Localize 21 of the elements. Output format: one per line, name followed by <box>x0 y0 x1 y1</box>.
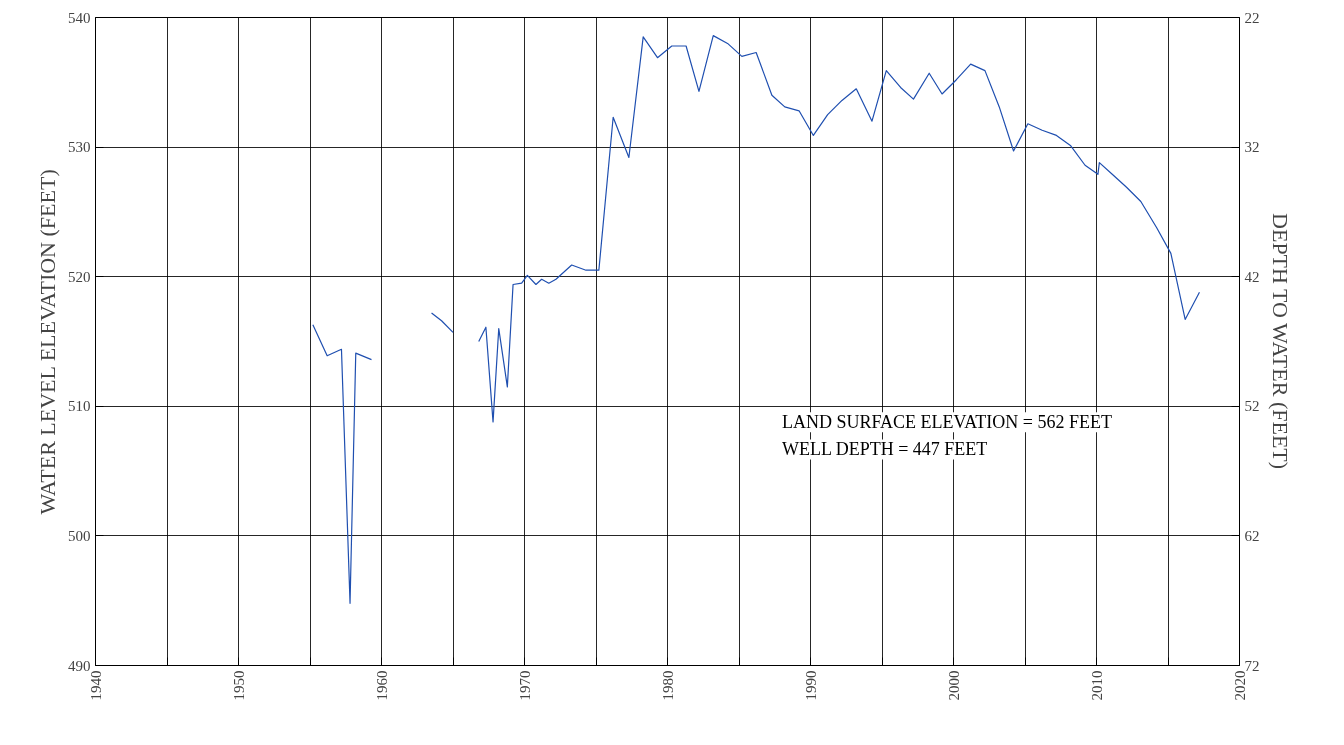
y2-tick-label: 52 <box>1244 398 1260 415</box>
y-tick-label: 530 <box>68 139 91 156</box>
y2-tick-label: 42 <box>1244 268 1260 285</box>
x-tick-label: 1950 <box>230 670 247 701</box>
y2-tick-label: 62 <box>1244 527 1260 544</box>
y-axis-title: WATER LEVEL ELEVATION (FEET) <box>35 169 60 515</box>
y2-tick-label: 22 <box>1244 9 1260 26</box>
y-tick-label: 500 <box>68 527 91 544</box>
x-tick-label: 1970 <box>516 670 533 701</box>
x-tick-label: 2010 <box>1088 670 1105 701</box>
y2-axis-title: DEPTH TO WATER (FEET) <box>1267 213 1293 470</box>
annotation: WELL DEPTH = 447 FEET <box>781 439 988 460</box>
x-tick-label: 1990 <box>802 670 819 701</box>
annotation: LAND SURFACE ELEVATION = 562 FEET <box>781 412 1112 433</box>
y-tick-label: 540 <box>68 9 91 26</box>
y-tick-label: 520 <box>68 268 91 285</box>
y-tick-label: 510 <box>68 398 91 415</box>
x-tick-label: 2000 <box>945 670 962 701</box>
x-tick-label: 1960 <box>373 670 390 701</box>
x-tick-label: 1980 <box>659 670 676 701</box>
y2-tick-label: 32 <box>1244 139 1260 156</box>
